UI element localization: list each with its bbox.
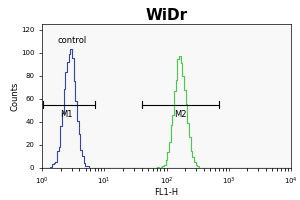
X-axis label: FL1-H: FL1-H: [154, 188, 178, 197]
Text: M1: M1: [60, 110, 72, 119]
Title: WiDr: WiDr: [146, 8, 188, 23]
Text: M2: M2: [174, 110, 187, 119]
Text: control: control: [58, 36, 87, 45]
Y-axis label: Counts: Counts: [11, 81, 20, 111]
